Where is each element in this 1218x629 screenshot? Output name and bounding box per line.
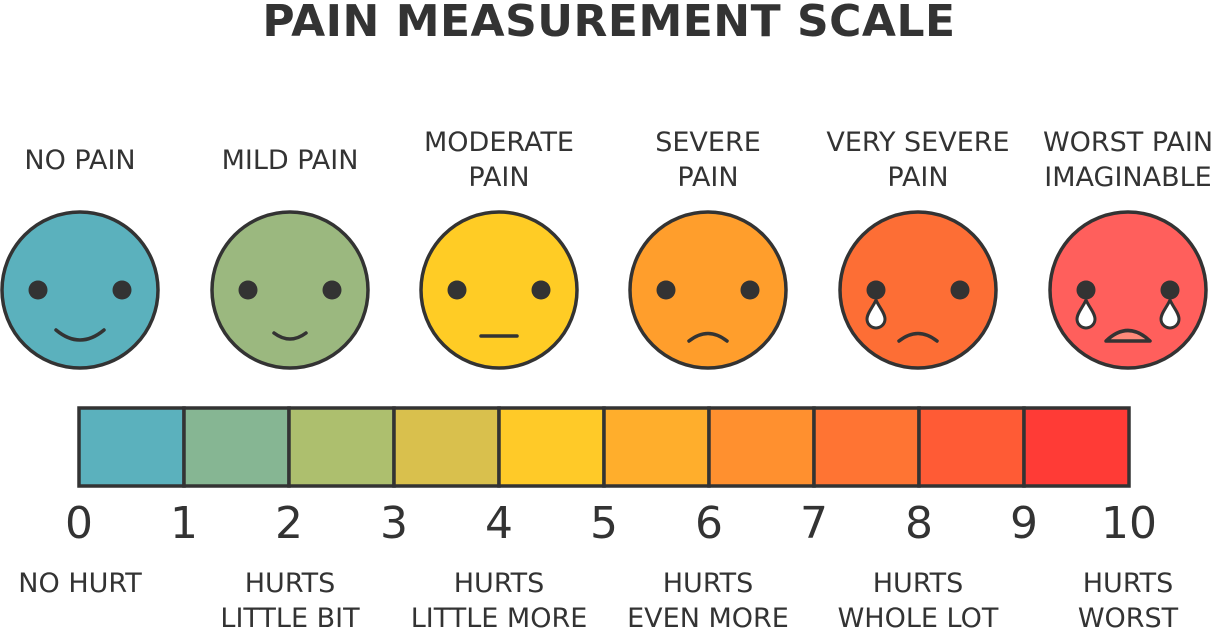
face-label: VERY SEVERE xyxy=(826,127,1009,158)
scale-segment xyxy=(287,406,396,488)
face-label: IMAGINABLE xyxy=(1044,162,1211,193)
page-title: PAIN MEASUREMENT SCALE xyxy=(262,0,956,47)
scale-segment xyxy=(392,406,501,488)
face-label: PAIN xyxy=(468,162,529,193)
scale-number: 5 xyxy=(590,498,618,549)
frown-face-icon xyxy=(628,210,788,370)
pain-description: WORST xyxy=(1078,603,1179,629)
scale-segment xyxy=(917,406,1026,488)
face-label: MODERATE xyxy=(424,127,574,158)
scale-segment xyxy=(707,406,816,488)
smile-face-icon xyxy=(0,210,160,370)
scale-number: 8 xyxy=(905,498,933,549)
pain-description: HURTS xyxy=(663,568,754,599)
pain-description: HURTS xyxy=(873,568,964,599)
tear-icon xyxy=(1159,296,1181,330)
scale-number: 4 xyxy=(485,498,513,549)
left-eye xyxy=(1076,280,1096,300)
scale-segment xyxy=(1022,406,1131,488)
pain-description: EVEN MORE xyxy=(627,603,789,629)
pain-description: LITTLE BIT xyxy=(220,603,360,629)
crying-face-icon xyxy=(838,210,998,370)
pain-description: HURTS xyxy=(1083,568,1174,599)
face-label: PAIN xyxy=(887,162,948,193)
scale-number: 1 xyxy=(170,498,198,549)
mouth xyxy=(1104,328,1152,343)
scale-number: 7 xyxy=(800,498,828,549)
face-circle xyxy=(210,210,370,370)
pain-description: WHOLE LOT xyxy=(838,603,999,629)
slight-smile-face-icon xyxy=(210,210,370,370)
scale-number: 9 xyxy=(1010,498,1038,549)
left-eye xyxy=(28,280,48,300)
right-eye xyxy=(1160,280,1180,300)
face-circle xyxy=(0,210,160,370)
scale-segment xyxy=(602,406,711,488)
scale-number: 0 xyxy=(65,498,93,549)
pain-description: HURTS xyxy=(454,568,545,599)
face-label: SEVERE xyxy=(655,127,761,158)
right-eye xyxy=(531,280,551,300)
face-circle xyxy=(838,210,998,370)
scale-segment xyxy=(497,406,606,488)
right-eye xyxy=(950,280,970,300)
left-eye xyxy=(447,280,467,300)
tear-icon xyxy=(865,296,887,330)
scale-number: 10 xyxy=(1101,498,1157,549)
face-label: WORST PAIN xyxy=(1043,127,1213,158)
pain-description: NO HURT xyxy=(18,568,142,599)
mouth xyxy=(687,331,729,343)
face-label: NO PAIN xyxy=(24,145,135,176)
right-eye xyxy=(322,280,342,300)
scale-segment xyxy=(182,406,291,488)
face-circle xyxy=(628,210,788,370)
scale-number: 6 xyxy=(695,498,723,549)
neutral-face-icon xyxy=(419,210,579,370)
right-eye xyxy=(740,280,760,300)
scale-segment xyxy=(77,406,186,488)
right-eye xyxy=(112,280,132,300)
pain-description: LITTLE MORE xyxy=(411,603,588,629)
face-circle xyxy=(419,210,579,370)
face-circle xyxy=(1048,210,1208,370)
sobbing-face-icon xyxy=(1048,210,1208,370)
left-eye xyxy=(866,280,886,300)
mouth xyxy=(54,328,106,342)
left-eye xyxy=(238,280,258,300)
pain-description: HURTS xyxy=(245,568,336,599)
scale-segment xyxy=(812,406,921,488)
scale-number: 2 xyxy=(275,498,303,549)
face-label: PAIN xyxy=(677,162,738,193)
mouth xyxy=(897,331,939,343)
face-label: MILD PAIN xyxy=(222,145,359,176)
tear-icon xyxy=(1075,296,1097,330)
scale-number: 3 xyxy=(380,498,408,549)
left-eye xyxy=(656,280,676,300)
mouth xyxy=(272,331,308,341)
